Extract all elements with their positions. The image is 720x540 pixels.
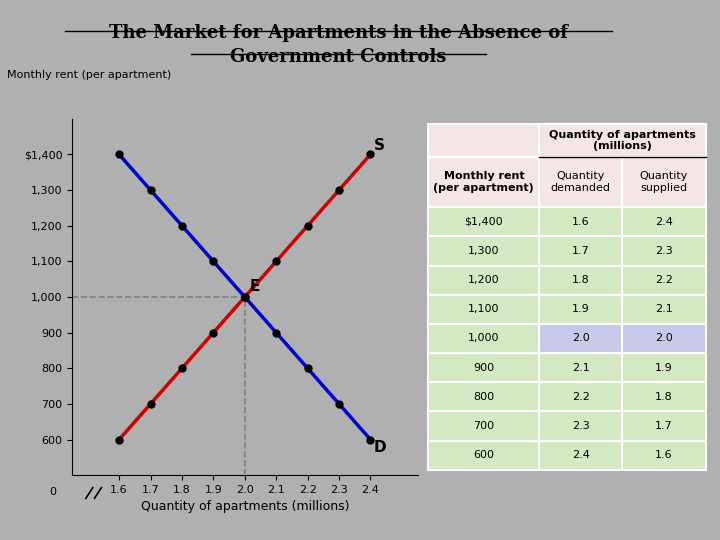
Bar [428,157,539,207]
Text: 800: 800 [473,392,495,402]
Bar [623,411,706,441]
Text: 2.3: 2.3 [655,246,673,256]
Text: 2.3: 2.3 [572,421,590,431]
Text: Quantity
demanded: Quantity demanded [551,171,611,193]
Text: 600: 600 [473,450,495,460]
Text: 1,000: 1,000 [468,334,500,343]
Text: $1,400: $1,400 [464,217,503,227]
Bar [428,353,539,382]
Text: 2.4: 2.4 [572,450,590,460]
Text: D: D [374,440,386,455]
Bar [623,441,706,470]
Text: 1,200: 1,200 [468,275,500,285]
Bar [428,324,539,353]
Text: 1.6: 1.6 [655,450,672,460]
Text: 2.4: 2.4 [655,217,673,227]
Text: The Market for Apartments in the Absence of: The Market for Apartments in the Absence… [109,24,568,42]
Bar [623,382,706,411]
Text: 2.2: 2.2 [655,275,673,285]
Text: 700: 700 [473,421,495,431]
Text: Quantity
supplied: Quantity supplied [640,171,688,193]
Bar [428,237,539,266]
Bar [623,324,706,353]
Bar [539,411,622,441]
Text: 1.9: 1.9 [572,304,590,314]
Text: 1.7: 1.7 [655,421,673,431]
Bar [428,382,539,411]
Text: 900: 900 [473,363,495,373]
Bar [428,411,539,441]
Text: Monthly rent (per apartment): Monthly rent (per apartment) [7,70,171,80]
Bar [539,353,622,382]
Bar [539,207,622,237]
Bar [539,124,706,157]
Bar [428,295,539,324]
Text: 2.1: 2.1 [572,363,590,373]
Text: 1.9: 1.9 [655,363,673,373]
Text: Quantity of apartments
(millions): Quantity of apartments (millions) [549,130,696,151]
Bar [623,353,706,382]
Text: S: S [374,138,384,153]
Text: Monthly rent
(per apartment): Monthly rent (per apartment) [433,171,534,193]
Bar [623,157,706,207]
Bar [428,441,539,470]
Text: 1.6: 1.6 [572,217,590,227]
Text: 1,300: 1,300 [468,246,500,256]
Text: 1.8: 1.8 [572,275,590,285]
Bar [428,207,539,237]
Text: 2.0: 2.0 [655,334,673,343]
Bar [539,157,622,207]
Bar [428,124,706,157]
Text: 2.2: 2.2 [572,392,590,402]
Text: 1.7: 1.7 [572,246,590,256]
Bar [428,266,539,295]
Bar [623,207,706,237]
Text: 0: 0 [50,487,56,497]
Bar [623,237,706,266]
Bar [623,295,706,324]
Text: E: E [250,279,260,294]
Text: Government Controls: Government Controls [230,48,446,65]
Text: 2.1: 2.1 [655,304,673,314]
Bar [539,237,622,266]
Text: 1,100: 1,100 [468,304,500,314]
Bar [539,441,622,470]
Bar [539,382,622,411]
Text: 1.8: 1.8 [655,392,673,402]
X-axis label: Quantity of apartments (millions): Quantity of apartments (millions) [140,501,349,514]
Bar [623,266,706,295]
Bar [539,324,622,353]
Bar [539,295,622,324]
Text: 2.0: 2.0 [572,334,590,343]
Bar [539,266,622,295]
